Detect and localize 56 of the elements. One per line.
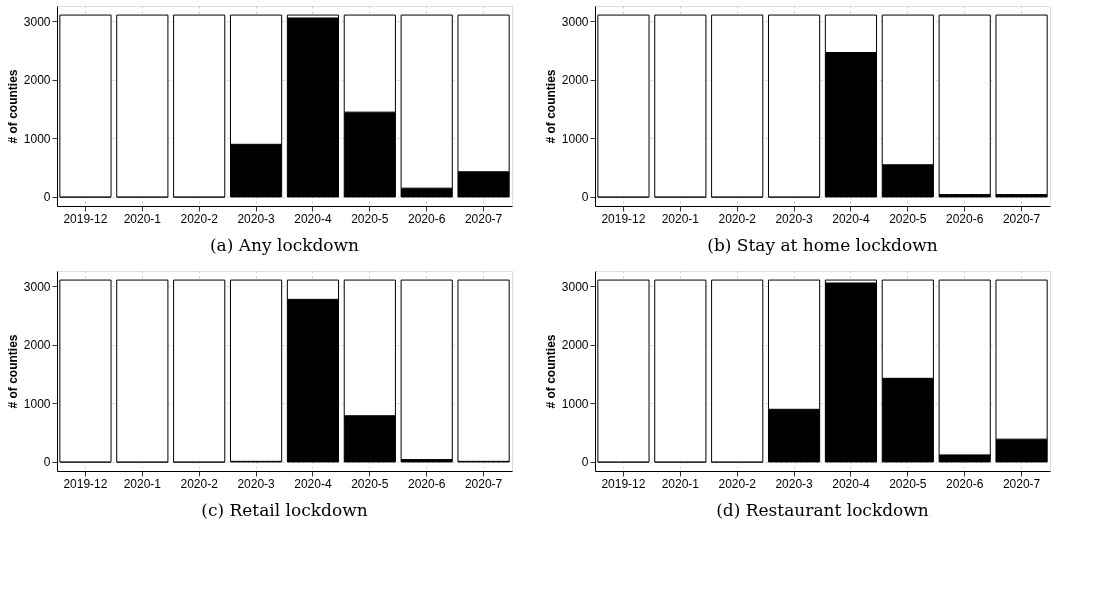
x-tick-label: 2020-7 [464,476,503,491]
x-tick-label: 2020-2 [180,211,219,226]
x-tick-label: 2019-12 [601,211,646,226]
x-tick-label: 2020-2 [718,476,757,491]
y-tick-label: 0 [581,190,589,205]
y-tick-label: 1000 [23,396,51,411]
text: (c) Retail lockdown [201,500,368,520]
x-tick-label: 2020-6 [408,476,446,491]
x-tick-label: 2020-7 [1002,476,1041,491]
x-tick-label: 2020-1 [123,476,162,491]
x-tick-label: 2019-12 [601,476,646,491]
x-tick-label: 2020-3 [237,211,276,226]
y-tick-label: 0 [43,455,51,470]
x-tick-label: 2020-5 [889,476,927,491]
x-tick-label: 2020-6 [408,211,446,226]
y-tick-label: 3000 [23,280,51,294]
x-tick-label: 2020-4 [832,476,870,491]
y-tick-label: 2000 [23,73,51,88]
x-tick-label: 2020-2 [180,476,219,491]
y-tick-label: 2000 [561,338,589,353]
y-tick-label: 0 [581,455,589,470]
x-tick-label: 2020-5 [351,476,389,491]
x-tick-label: 2020-5 [351,211,389,226]
y-tick-label: 1000 [561,396,589,411]
text: (b) Stay at home lockdown [707,235,938,255]
x-tick-label: 2020-6 [946,476,984,491]
y-tick-label: 1000 [561,131,589,146]
x-tick-label: 2020-2 [718,211,757,226]
y-tick-label: 3000 [561,280,589,294]
y-axis-title: # of counties [543,334,558,409]
y-axis-title: # of counties [543,69,558,144]
x-tick-label: 2020-1 [661,211,700,226]
x-tick-label: 2020-5 [889,211,927,226]
y-tick-label: 0 [43,190,51,205]
x-tick-label: 2020-3 [775,476,814,491]
x-tick-label: 2020-6 [946,211,984,226]
y-tick-label: 3000 [23,15,51,29]
text: (d) Restaurant lockdown [716,500,929,520]
y-axis-title: # of counties [5,334,20,409]
text: (a) Any lockdown [209,235,360,255]
x-tick-label: 2020-1 [123,211,162,226]
x-tick-label: 2020-4 [294,211,332,226]
x-tick-label: 2020-4 [832,211,870,226]
y-axis-title: # of counties [5,69,20,144]
y-tick-label: 2000 [23,338,51,353]
x-tick-label: 2019-12 [63,211,108,226]
x-tick-label: 2020-4 [294,476,332,491]
x-tick-label: 2020-3 [237,476,276,491]
x-tick-label: 2020-7 [1002,211,1041,226]
x-tick-label: 2020-7 [464,211,503,226]
y-tick-label: 2000 [561,73,589,88]
y-tick-label: 3000 [561,15,589,29]
x-tick-label: 2020-3 [775,211,814,226]
y-tick-label: 1000 [23,131,51,146]
x-tick-label: 2019-12 [63,476,108,491]
x-tick-label: 2020-1 [661,476,700,491]
